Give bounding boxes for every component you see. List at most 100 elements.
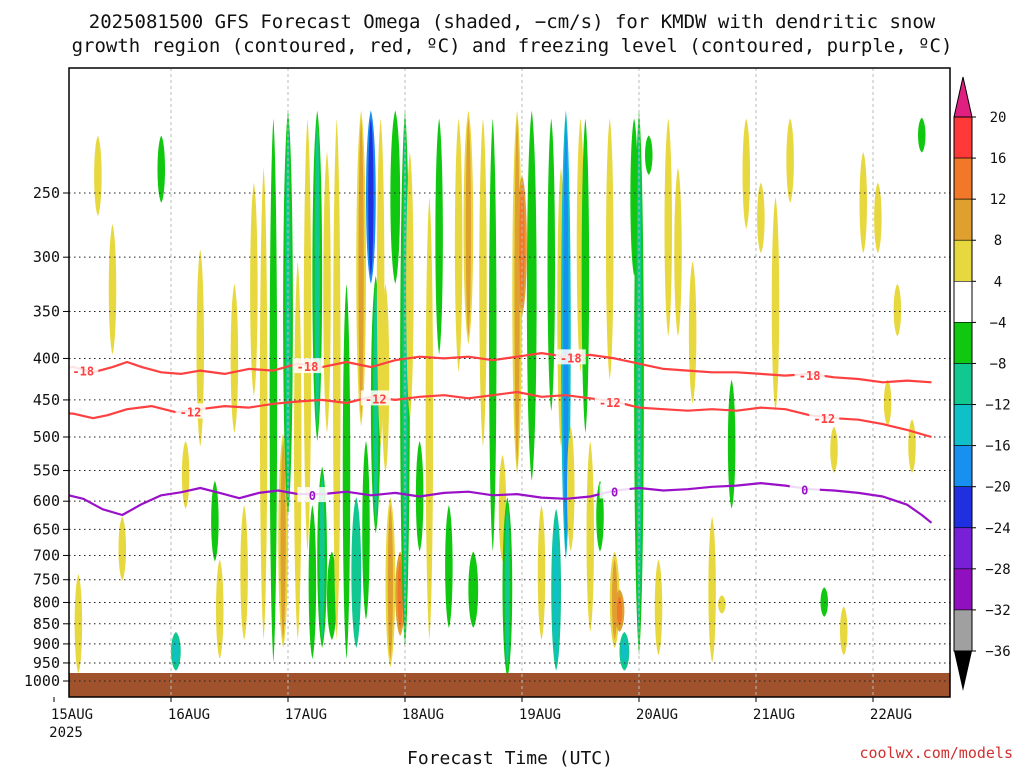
contour-label-box [69,362,99,378]
contour-label: -12 [599,396,621,410]
chart-title-line-2: growth region (contoured, red, ºC) and f… [72,35,953,57]
plot-frame [68,67,951,698]
x-tick-label: 16AUG [168,707,210,723]
omega-feature [567,426,575,552]
y-tick-label: 450 [33,391,60,409]
y-tick-label: 850 [33,615,60,633]
omega-feature [586,441,594,633]
omega-feature [504,505,510,670]
colorbar-bin [953,198,973,241]
omega-feature [708,516,716,663]
omega-feature [353,505,359,640]
omega-feature [240,505,248,640]
colorbar-tick-label: 16 [990,151,1007,167]
omega-feature [381,283,390,473]
omega-feature [654,559,663,656]
contour-label-box [297,487,328,503]
colorbar-bin [953,445,973,487]
omega-feature [489,118,497,552]
omega-feature [294,261,302,640]
colorbar-tick-label: −32 [985,603,1010,619]
contour-label: -18 [297,360,319,374]
omega-feature [216,559,224,659]
x-tick-label: 17AUG [285,707,327,723]
contour-label-box [555,349,586,365]
omega-feature [333,118,341,640]
omega-feature [918,117,926,153]
y-tick-label: 750 [33,571,60,589]
omega-feature [454,118,463,372]
omega-feature [718,595,726,614]
omega-feature [529,118,535,473]
y-axis-ticks: 250 300 350 400 450 500 550 600 650 700 750 800 850 9… [24,184,69,690]
omega-feature [688,261,697,404]
contour-label: -18 [799,369,821,383]
omega-feature [196,249,204,447]
omega-feature [742,118,750,229]
omega-feature [406,152,414,419]
omega-feature [94,135,102,217]
colorbar-under-arrow [954,651,972,691]
colorbar-bin [953,116,973,159]
omega-feature [537,505,546,640]
chart-title-line-1: 2025081500 GFS Forecast Omega (shaded, −… [89,11,936,33]
colorbar-tick-label: −36 [985,644,1010,660]
omega-feature [211,480,219,562]
omega-feature [859,152,867,254]
contour-label: 0 [801,484,808,498]
omega-feature [465,118,471,337]
omega-feature [727,379,736,509]
omega-feature [445,505,453,628]
colorbar-frame [953,116,973,652]
omega-feature [173,638,179,665]
omega-feature [840,606,848,656]
omega-feature [362,441,370,620]
colorbar-tick-label: −24 [985,521,1010,537]
ground-fill [69,673,950,697]
colorbar-bin [953,609,973,652]
omega-feature [621,638,627,665]
omega-feature [771,197,780,412]
colorbar-tick-label: −28 [985,562,1010,578]
omega-feature [893,283,902,337]
y-tick-label: 900 [33,635,60,653]
contour-line [69,352,932,384]
contour-label-box [599,483,630,499]
omega-feature [547,118,555,412]
omega-feature [308,505,317,659]
colorbar-bin [953,568,973,611]
x-tick-label: 18AUG [402,707,444,723]
omega-feature [664,118,672,337]
omega-feature [596,480,604,552]
contour-label: -12 [180,405,202,419]
contour-layer: -18 -18 -18 -18 -12 -12 -12 -12 0 0 0 [69,349,933,524]
colorbar-bin [953,486,973,529]
x-axis-label: Forecast Time (UTC) [407,748,613,768]
x-tick-sublabel: 2025 [49,725,83,741]
ground-layer [69,673,950,697]
colorbar-tick-label: −4 [990,315,1007,331]
y-tick-label: 350 [33,302,60,320]
colorbar-bin [953,527,973,570]
colorbar-tick-label: 4 [994,274,1002,290]
omega-feature [636,118,642,648]
omega-feature [74,574,83,674]
omega-feature [874,182,882,254]
omega-feature [435,118,443,355]
contour-label-box [794,366,825,382]
colorbar-tick-label: 12 [990,192,1007,208]
omega-feature [883,379,892,426]
omega-feature [269,118,278,663]
colorbar-tick-label: −8 [990,356,1007,372]
contour-label: 0 [309,489,316,503]
omega-feature [368,118,374,276]
x-tick-label: 20AUG [636,707,678,723]
colorbar-bin [953,404,973,446]
contour-label: 0 [611,485,618,499]
contour-label: -18 [72,365,94,379]
y-tick-label: 1000 [24,672,60,690]
omega-feature [285,118,291,509]
y-tick-label: 250 [33,184,60,202]
omega-feature [606,118,614,380]
omega-feature [329,559,335,633]
